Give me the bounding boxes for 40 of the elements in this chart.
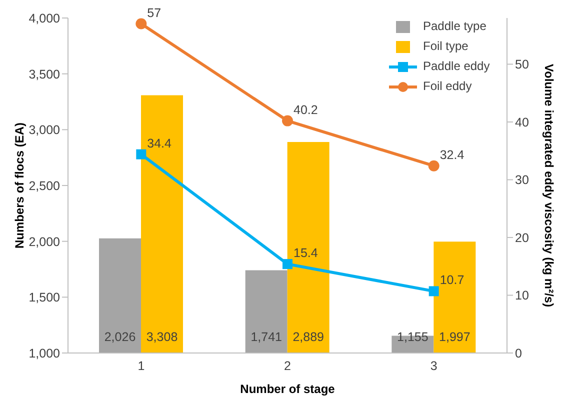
y-tick-label: 1,000 [28, 346, 60, 360]
x-tick-label: 2 [284, 358, 292, 373]
data-label: 2,889 [292, 330, 324, 344]
y-tick-label: 2,500 [28, 178, 60, 193]
point [136, 149, 146, 160]
point [428, 286, 439, 296]
y-tick-label: 3,500 [28, 67, 60, 82]
legend-label: Foil type [423, 39, 468, 53]
x-tick-label: 1 [138, 358, 145, 373]
data-label: 10.7 [440, 273, 464, 288]
y2-axis-title: Volume integrated eddy viscosity (kg m²/s) [542, 64, 556, 308]
y-tick-label: 2,000 [28, 234, 60, 249]
data-label: 57 [147, 6, 162, 20]
data-label: 32.4 [440, 148, 464, 162]
legend-label: Foil eddy [423, 79, 472, 93]
y2-tick-label: 50 [515, 58, 529, 72]
x-tick-label: 3 [430, 358, 438, 373]
point [428, 160, 440, 172]
y2-tick-label: 40 [515, 115, 529, 130]
data-label: 34.4 [147, 136, 172, 150]
data-label: 2,026 [104, 330, 136, 344]
legend-label: Paddle eddy [423, 59, 490, 73]
y2-tick-label: 0 [515, 346, 522, 360]
point [282, 259, 292, 270]
y2-tick-label: 20 [515, 230, 529, 245]
legend-label: Paddle type [423, 19, 486, 33]
data-label: 1,997 [439, 330, 470, 344]
data-label: 1,741 [250, 330, 282, 344]
y2-tick-label: 10 [515, 288, 529, 303]
y-tick-label: 4,000 [28, 11, 60, 26]
y-tick-label: 3,000 [28, 123, 60, 138]
data-label: 40.2 [294, 102, 318, 117]
x-axis-title: Number of stage [240, 382, 336, 396]
point [282, 115, 293, 126]
data-label: 3,308 [146, 330, 178, 344]
y2-tick-label: 30 [515, 173, 529, 188]
data-label: 15.4 [294, 246, 318, 260]
point [136, 18, 147, 30]
y-tick-label: 1,500 [28, 290, 60, 305]
y-axis-title: Numbers of flocs (EA) [12, 122, 26, 249]
